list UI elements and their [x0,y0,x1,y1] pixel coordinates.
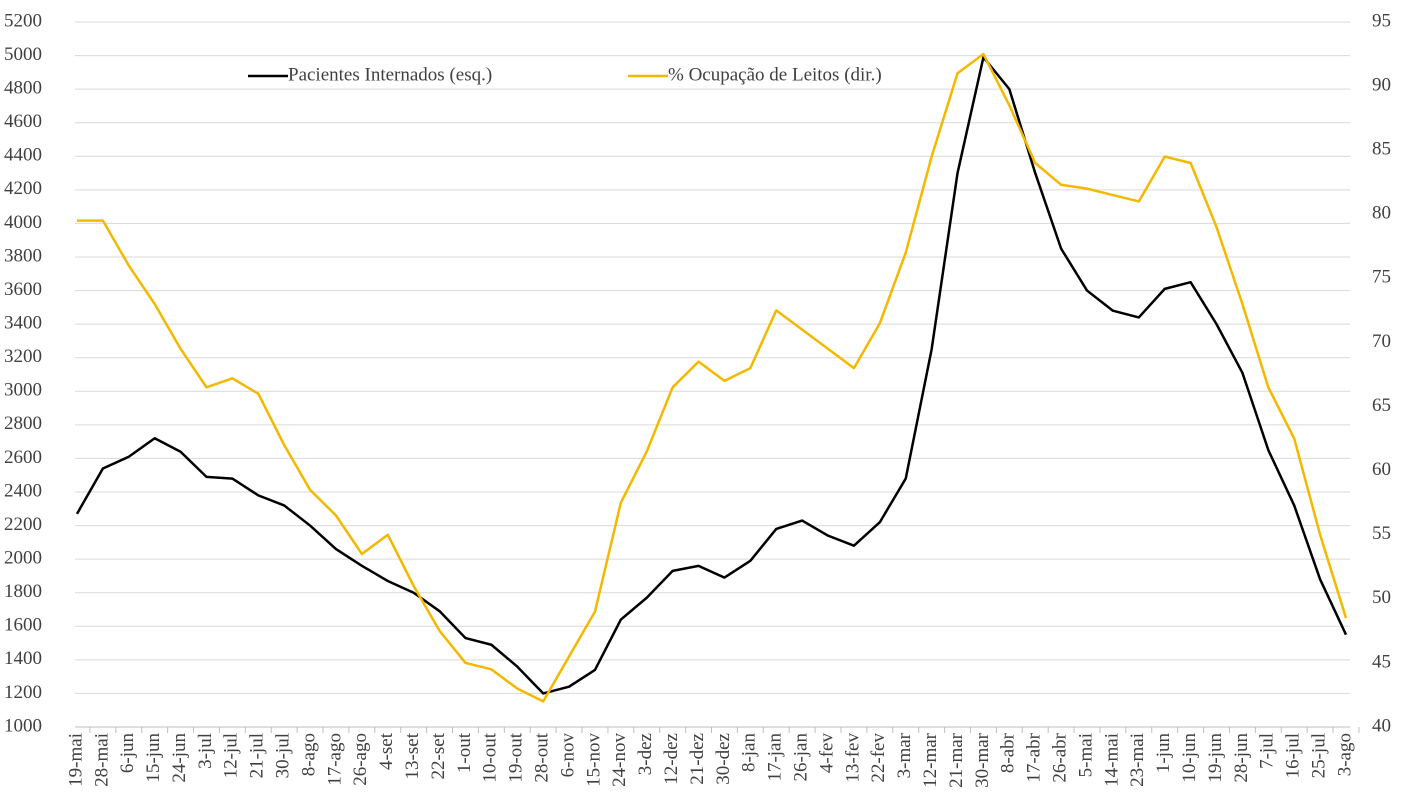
x-tick-label: 28-mai [91,733,112,787]
legend-label: % Ocupação de Leitos (dir.) [668,64,882,85]
y-tick-label: 1000 [4,715,42,736]
y-tick-label: 5200 [4,10,42,31]
legend-label: Pacientes Internados (esq.) [288,64,492,85]
x-tick-label: 30-mar [972,732,993,788]
y-tick-label: 4200 [4,178,42,199]
x-tick-label: 22-set [428,732,449,779]
x-tick-label: 1-jun [1153,733,1174,774]
series-line [75,56,1348,695]
y2-tick-label: 75 [1372,267,1391,288]
x-tick-label: 7-jul [1257,733,1278,769]
x-tick-label: 21-mar [946,732,967,788]
y-tick-label: 2400 [4,480,42,501]
y-tick-label: 4600 [4,111,42,132]
x-tick-label: 28-out [532,732,553,782]
y-tick-label: 1400 [4,648,42,669]
y2-tick-label: 50 [1372,587,1391,608]
y2-tick-label: 55 [1372,523,1391,544]
x-tick-label: 3-mar [894,732,915,778]
y-tick-label: 4800 [4,78,42,99]
y-tick-label: 2600 [4,447,42,468]
x-tick-label: 21-dez [687,733,708,785]
x-tick-label: 14-mai [1101,733,1122,787]
y-tick-label: 3200 [4,346,42,367]
x-tick-label: 13-fev [842,733,863,783]
y-tick-label: 1200 [4,682,42,703]
y2-tick-label: 45 [1372,651,1391,672]
y-tick-label: 1600 [4,615,42,636]
y-tick-label: 4400 [4,145,42,166]
y-tick-label: 3400 [4,313,42,334]
x-tick-label: 30-jul [273,733,294,778]
x-tick-label: 3-ago [1334,733,1355,776]
x-tick-label: 16-jul [1283,733,1304,778]
x-tick-label: 19-jun [1205,733,1226,783]
x-tick-label: 23-mai [1127,733,1148,787]
x-tick-label: 8-ago [298,733,319,776]
x-tick-label: 26-abr [1049,732,1070,782]
x-tick-label: 30-dez [713,733,734,785]
y-tick-label: 5000 [4,44,42,65]
y-tick-label: 1800 [4,581,42,602]
x-tick-label: 6-jun [117,733,138,774]
x-tick-label: 12-jul [221,733,242,778]
x-tick-label: 8-abr [998,732,1019,773]
x-tick-label: 24-jun [169,733,190,783]
x-tick-label: 1-out [454,732,475,773]
x-tick-label: 24-nov [609,733,630,787]
x-tick-label: 19-mai [65,733,86,787]
y-tick-label: 2800 [4,413,42,434]
x-tick-label: 22-fev [868,733,889,783]
x-tick-label: 3-dez [635,733,656,775]
y2-tick-label: 80 [1372,203,1391,224]
x-tick-label: 12-dez [661,733,682,785]
x-tick-label: 17-ago [324,733,345,786]
y2-tick-label: 85 [1372,139,1391,160]
y-tick-label: 2000 [4,548,42,569]
y2-tick-label: 60 [1372,459,1391,480]
x-tick-label: 19-out [506,732,527,782]
y2-tick-label: 95 [1372,10,1391,31]
y-tick-label: 4000 [4,212,42,233]
x-tick-label: 6-nov [557,733,578,778]
x-tick-label: 12-mar [920,732,941,788]
x-tick-label: 25-jul [1308,733,1329,778]
x-tick-label: 28-jun [1231,733,1252,783]
x-tick-label: 26-ago [350,733,371,786]
x-tick-label: 4-set [376,732,397,770]
x-tick-label: 10-jun [1179,733,1200,783]
y-tick-label: 3800 [4,245,42,266]
y2-tick-label: 40 [1372,715,1391,736]
x-tick-label: 8-jan [739,733,760,773]
x-tick-label: 21-jul [247,733,268,778]
x-tick-label: 17-jan [765,733,786,782]
x-tick-label: 4-fev [816,733,837,774]
x-tick-label: 13-set [402,732,423,779]
x-tick-label: 15-nov [583,733,604,787]
x-tick-label: 17-abr [1024,732,1045,782]
y-tick-label: 3600 [4,279,42,300]
x-tick-label: 15-jun [143,733,164,783]
y2-tick-label: 65 [1372,395,1391,416]
x-tick-label: 26-jan [791,733,812,782]
series-line [77,52,1348,703]
y2-tick-label: 70 [1372,331,1391,352]
y-tick-label: 3000 [4,380,42,401]
x-tick-label: 5-mai [1075,733,1096,777]
x-tick-label: 3-jul [195,733,216,769]
y2-tick-label: 90 [1372,74,1391,95]
y-tick-label: 2200 [4,514,42,535]
x-tick-label: 10-out [480,732,501,782]
